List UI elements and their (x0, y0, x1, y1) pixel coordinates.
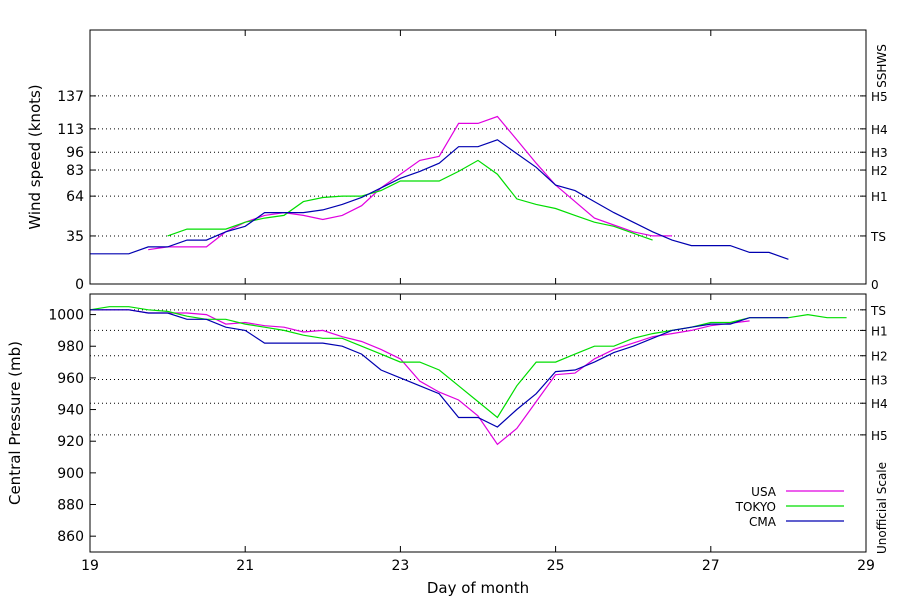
wind-plot-frame (89, 29, 867, 285)
pressure-y-tick-label: 900 (57, 466, 84, 482)
x-tick-label: 27 (702, 558, 720, 574)
wind-scale-label-0: 0 (871, 278, 879, 292)
wind-y-axis-title: Wind speed (knots) (26, 84, 44, 229)
wind-scale-label-h4: H4 (871, 123, 888, 137)
pressure-y-tick-label: 920 (57, 434, 84, 450)
wind-series-usa (148, 115, 672, 251)
wind-y-tick-label: 0 (75, 277, 84, 293)
pressure-scale-label-h4: H4 (871, 397, 888, 411)
wind-y-tick-label: 137 (57, 89, 84, 105)
pressure-scale-label-h3: H3 (871, 373, 888, 387)
pressure-scale-title: Unofficial Scale (875, 462, 889, 554)
pressure-y-tick-label: 860 (57, 529, 84, 545)
wind-y-tick-label: 113 (57, 122, 84, 138)
wind-scale-label-h5: H5 (871, 90, 888, 104)
wind-scale-label-h1: H1 (871, 190, 888, 204)
pressure-y-tick-label: 980 (57, 339, 84, 355)
wind-y-tick-label: 64 (66, 189, 84, 205)
wind-speed-panel: 0 35 64 83 96 113 137 0 TS H1 H2 H3 H4 H5 SSHWS Wind sp… (26, 29, 889, 293)
pressure-y-axis-title: Central Pressure (mb) (6, 341, 24, 505)
pressure-y-tick-label: 880 (57, 498, 84, 514)
wind-series-cma (90, 139, 789, 260)
x-tick-label: 23 (391, 558, 409, 574)
pressure-scale-label-ts: TS (870, 304, 886, 318)
legend-label-usa: USA (751, 485, 777, 499)
pressure-y-tick-label: 940 (57, 403, 84, 419)
x-tick-label: 19 (81, 558, 99, 574)
wind-scale-title: SSHWS (875, 44, 889, 88)
pressure-y-tick-label: 960 (57, 371, 84, 387)
legend-label-tokyo: TOKYO (735, 500, 776, 514)
x-tick-label: 21 (236, 558, 254, 574)
x-tick-label: 29 (857, 558, 875, 574)
wind-y-tick-label: 35 (66, 229, 84, 245)
pressure-scale-label-h5: H5 (871, 429, 888, 443)
pressure-scale-label-h1: H1 (871, 324, 888, 338)
wind-y-tick-label: 83 (66, 163, 84, 179)
pressure-series-cma (90, 309, 789, 428)
wind-scale-label-ts: TS (870, 230, 886, 244)
legend-label-cma: CMA (749, 515, 777, 529)
wind-scale-label-h3: H3 (871, 146, 888, 160)
pressure-series-tokyo (89, 306, 847, 419)
wind-scale-label-h2: H2 (871, 164, 888, 178)
wind-y-tick-label: 96 (66, 145, 84, 161)
pressure-series-usa (90, 309, 750, 446)
pressure-scale-label-h2: H2 (871, 350, 888, 364)
wind-series-tokyo (167, 159, 653, 241)
x-axis-title: Day of month (427, 579, 529, 597)
x-axis: 19 21 23 25 27 29 Day of month (81, 558, 875, 597)
pressure-panel: 860 880 900 920 940 960 980 1000 TS H1 H2 H3 H4 H5 Uno… (6, 293, 889, 554)
pressure-plot-frame (89, 293, 867, 553)
pressure-y-tick-label: 1000 (48, 308, 84, 324)
x-tick-label: 25 (547, 558, 565, 574)
